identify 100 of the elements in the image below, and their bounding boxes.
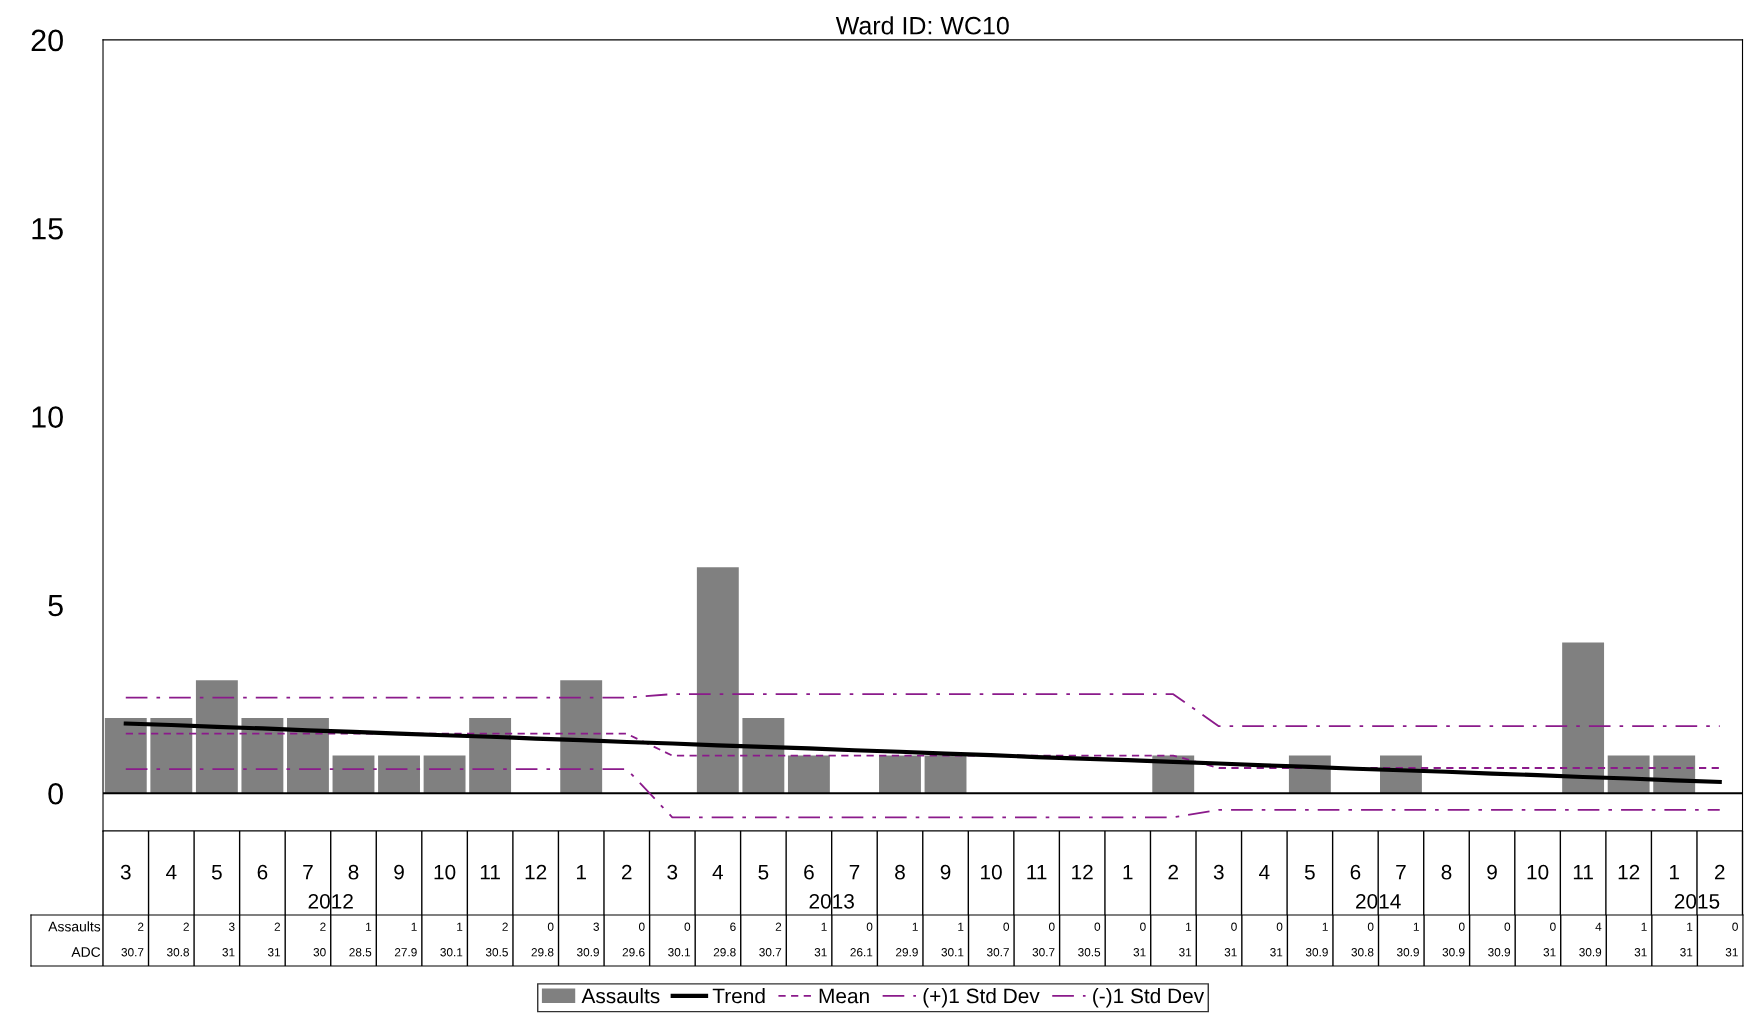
legend-label: Assaults (581, 988, 660, 1004)
data-label: 4 (1595, 922, 1602, 931)
x-tick-label: 6 (1350, 864, 1361, 880)
data-label: 0 (1367, 922, 1374, 931)
data-label: 1 (1687, 922, 1693, 931)
x-tick-label: 12 (1618, 864, 1640, 880)
data-label: 30.9 (1488, 948, 1511, 957)
x-tick-label: 7 (303, 864, 313, 880)
data-label: 0 (638, 922, 645, 931)
data-label: 30.8 (167, 948, 190, 957)
y-tick-label: 20 (31, 29, 63, 52)
chart-title: Ward ID: WC10 (835, 16, 1009, 35)
bar (195, 680, 238, 794)
data-label: 30.9 (1579, 948, 1602, 957)
data-label: 28.5 (349, 948, 372, 957)
x-tick-label: 1 (1123, 864, 1133, 880)
data-label: 31 (1179, 948, 1192, 957)
bar (378, 755, 420, 794)
x-tick-label: 10 (434, 864, 456, 880)
data-label: 29.8 (531, 948, 554, 957)
data-label: 30.7 (121, 948, 144, 957)
data-label: 30.7 (1032, 948, 1055, 957)
x-tick-label: 5 (758, 864, 769, 880)
data-label: 1 (821, 922, 827, 931)
x-tick-label: 4 (166, 864, 177, 880)
x-tick-label: 9 (940, 864, 951, 880)
data-label: 0 (1048, 922, 1055, 931)
y-tick-label: ADC (71, 947, 101, 957)
x-tick-label: 6 (257, 864, 268, 880)
data-label: 0 (684, 922, 691, 931)
x-tick-label: 12 (1072, 864, 1093, 880)
data-label: 30.5 (485, 948, 508, 957)
x-tick-label: 1 (577, 864, 586, 880)
data-label: 2 (502, 922, 508, 931)
data-label: 0 (1003, 922, 1010, 931)
data-label: 0 (1140, 922, 1146, 931)
y-tick-label: 5 (48, 594, 63, 617)
data-label: 30 (313, 948, 326, 957)
data-label: 31 (1725, 948, 1738, 957)
x-tick-label: 10 (1527, 864, 1549, 880)
data-label: 0 (1276, 922, 1283, 931)
legend-label: Mean (819, 988, 869, 1004)
data-label: 30.7 (759, 948, 782, 957)
bar (787, 755, 830, 794)
x-tick-label: 9 (1487, 864, 1497, 880)
data-label: 6 (730, 922, 736, 931)
x-tick-label: 11 (1573, 864, 1593, 880)
x-tick-label: 11 (1027, 864, 1047, 880)
x-tick-label: 8 (348, 864, 359, 880)
y-tick-label: 10 (32, 406, 63, 428)
data-label: 2 (138, 922, 144, 931)
data-label: 31 (222, 948, 235, 957)
data-label: 1 (1186, 922, 1192, 931)
x-tick-label: 8 (1441, 864, 1452, 880)
data-label: 0 (1094, 922, 1101, 931)
data-label: 31 (267, 948, 281, 957)
data-label: 0 (1231, 922, 1237, 931)
data-label: 1 (1641, 922, 1647, 931)
data-label: 30.9 (1442, 948, 1465, 957)
data-label: 2 (274, 922, 281, 931)
data-label: 31 (1634, 948, 1647, 957)
data-label: 30.1 (668, 948, 691, 957)
bar (104, 717, 147, 794)
bar (560, 680, 603, 794)
data-label: 3 (228, 922, 235, 931)
bar (332, 755, 375, 794)
data-label: 2 (320, 922, 326, 931)
data-label: 0 (1550, 922, 1556, 931)
data-label: 26.1 (850, 948, 873, 957)
data-label: 29.9 (896, 948, 918, 957)
x-tick-label: 3 (667, 864, 678, 880)
data-label: 1 (366, 922, 372, 931)
data-label: 3 (593, 922, 599, 931)
data-label: 30.1 (941, 948, 964, 957)
data-label: 2 (183, 922, 189, 931)
data-label: 30.7 (986, 948, 1009, 957)
x-tick-label: 9 (394, 864, 404, 880)
x-tick-label: 6 (804, 864, 814, 880)
bar (1562, 642, 1605, 794)
data-label: 31 (814, 948, 827, 957)
data-label: 0 (866, 922, 873, 931)
data-label: 2 (775, 922, 782, 931)
data-label: 30.9 (576, 948, 599, 957)
legend-label: (+)1 Std Dev (923, 988, 1040, 1008)
legend-label: (-)1 Std Dev (1093, 988, 1205, 1008)
data-label: 31 (1133, 948, 1146, 957)
bar (742, 717, 785, 794)
x-tick-label: 2 (1714, 864, 1725, 880)
x-tick-label: 10 (981, 864, 1002, 880)
x-tick-label: 11 (480, 864, 500, 880)
data-label: 0 (1732, 922, 1738, 931)
x-tick-label: 7 (849, 864, 860, 880)
data-label: 30.9 (1305, 948, 1328, 957)
x-tick-label: 3 (120, 864, 131, 880)
data-label: 30.9 (1396, 948, 1419, 957)
bar (696, 567, 739, 794)
x-tick-label: 5 (1304, 864, 1315, 880)
x-tick-label: 7 (1396, 864, 1406, 880)
data-label: 30.5 (1078, 948, 1101, 957)
x-tick-label: 1 (1669, 864, 1679, 880)
